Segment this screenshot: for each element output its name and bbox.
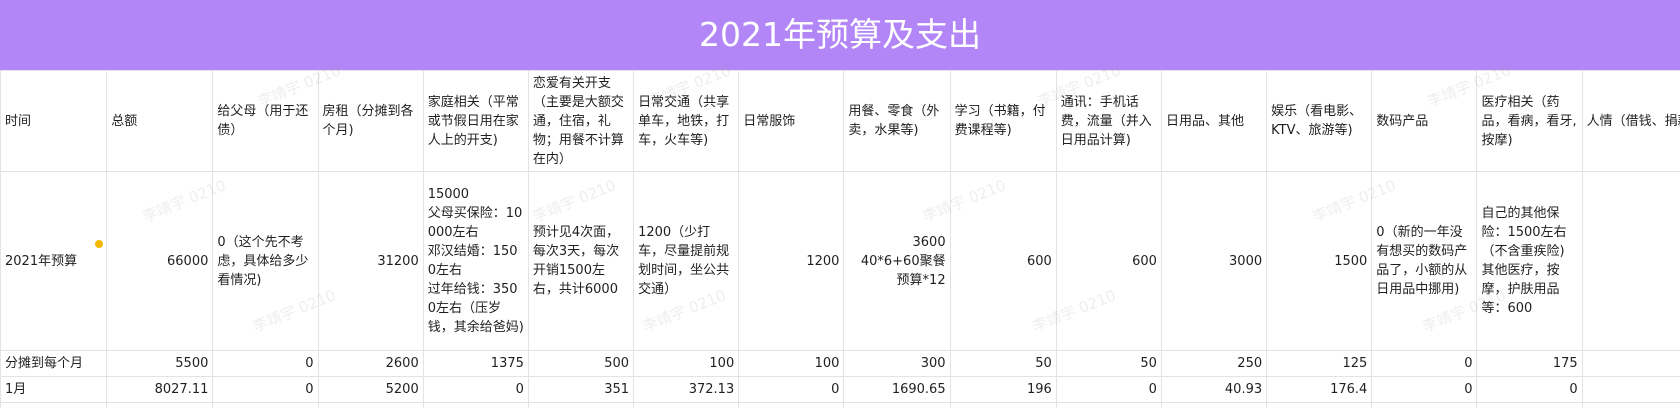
data-cell[interactable]: 1200 (738, 171, 845, 351)
data-cell[interactable] (527, 402, 635, 408)
data-cell[interactable]: 5500 (106, 350, 214, 377)
data-cell[interactable]: 100 (738, 350, 845, 377)
sheet-title: 2021年预算及支出 (0, 0, 1680, 70)
cell-marker-dot (95, 240, 103, 248)
data-cell[interactable]: 0 (1371, 376, 1478, 403)
data-cell[interactable]: 1500 (1266, 171, 1373, 351)
data-cell[interactable]: 0（新的一年没有想买的数码产品了，小额的从日用品中挪用) (1371, 171, 1478, 351)
data-cell[interactable]: 176.4 (1266, 376, 1373, 403)
data-cell[interactable]: 1375 (422, 350, 529, 377)
data-cell[interactable]: 50 (1055, 350, 1162, 377)
data-cell[interactable]: 0 (212, 376, 319, 403)
data-cell[interactable] (212, 402, 319, 408)
data-cell[interactable]: 0 (212, 350, 319, 377)
data-cell[interactable] (738, 402, 845, 408)
header-row: 时间 总额 给父母（用于还债） 房租（分摊到各个月) 家庭相关（平常或节假日用在家人上的… (0, 70, 1680, 172)
header-cell[interactable]: 日常服饰 (738, 70, 845, 172)
table-row (0, 402, 1680, 408)
data-cell[interactable] (1160, 402, 1268, 408)
data-cell[interactable]: 0 (422, 376, 529, 403)
data-cell[interactable]: 600 (949, 171, 1057, 351)
header-cell[interactable]: 用餐、零食（外卖，水果等) (843, 70, 951, 172)
header-cell[interactable]: 给父母（用于还债） (212, 70, 319, 172)
header-cell[interactable]: 人情（借钱、捐款 (1581, 70, 1680, 172)
header-cell[interactable]: 房租（分摊到各个月) (317, 70, 424, 172)
header-cell[interactable]: 家庭相关（平常或节假日用在家人上的开支) (422, 70, 529, 172)
data-cell[interactable]: 0 (1581, 171, 1680, 351)
data-cell[interactable]: 175 (1476, 350, 1583, 377)
row-label-cell[interactable]: 2021年预算 (0, 171, 108, 351)
header-cell[interactable]: 数码产品 (1371, 70, 1478, 172)
data-cell[interactable]: 125 (1266, 350, 1373, 377)
data-cell[interactable] (949, 402, 1057, 408)
data-cell[interactable]: 500 (527, 350, 635, 377)
budget-spreadsheet: 时间 总额 给父母（用于还债） 房租（分摊到各个月) 家庭相关（平常或节假日用在家人上的… (0, 70, 1680, 408)
table-row: 分摊到每个月 5500 0 2600 1375 500 100 100 300 50 50 250 12… (0, 350, 1680, 377)
data-cell[interactable] (1055, 402, 1162, 408)
data-cell[interactable] (422, 402, 529, 408)
data-cell[interactable]: 250 (1160, 350, 1268, 377)
header-cell[interactable]: 通讯：手机话费，流量（并入日用品计算) (1055, 70, 1162, 172)
row-label-cell[interactable]: 1月 (0, 376, 108, 403)
data-cell[interactable]: 0 (1581, 350, 1680, 377)
data-cell[interactable]: 0 (1476, 376, 1583, 403)
data-cell[interactable]: 600 (1055, 171, 1162, 351)
data-cell[interactable]: 1690.65 (843, 376, 951, 403)
data-cell[interactable] (0, 402, 108, 408)
header-cell[interactable]: 恋爱有关开支（主要是大额交通，住宿，礼物；用餐不计算在内） (527, 70, 635, 172)
data-cell[interactable]: 预计见4次面，每次3天，每次开销1500左右，共计6000 (527, 171, 635, 351)
data-cell[interactable]: 3600 40*6+60聚餐预算*12 (843, 171, 951, 351)
data-cell[interactable] (843, 402, 951, 408)
header-cell[interactable]: 医疗相关（药品，看病，看牙,按摩) (1476, 70, 1583, 172)
data-cell[interactable] (1581, 402, 1680, 408)
data-cell[interactable]: 196 (949, 376, 1057, 403)
data-cell[interactable]: 0 (1371, 350, 1478, 377)
header-cell[interactable]: 日常交通（共享单车，地铁，打车，火车等) (633, 70, 740, 172)
data-cell[interactable]: 0 (738, 376, 845, 403)
data-cell[interactable] (1371, 402, 1478, 408)
data-cell[interactable]: 40.93 (1160, 376, 1268, 403)
header-cell[interactable]: 日用品、其他 (1160, 70, 1268, 172)
header-cell[interactable]: 娱乐（看电影、KTV、旅游等) (1266, 70, 1373, 172)
data-cell[interactable] (1266, 402, 1373, 408)
header-cell[interactable]: 总额 (106, 70, 214, 172)
budget-table: 时间 总额 给父母（用于还债） 房租（分摊到各个月) 家庭相关（平常或节假日用在家人上的… (0, 70, 1680, 408)
data-cell[interactable]: 2600 (317, 350, 424, 377)
data-cell[interactable]: 0（这个先不考虑，具体给多少看情况) (212, 171, 319, 351)
data-cell[interactable]: 自己的其他保险：1500左右（不含重疾险) 其他医疗，按摩，护肤用品等：600 (1476, 171, 1583, 351)
data-cell[interactable]: 372.13 (633, 376, 740, 403)
data-cell[interactable]: 5200 (317, 376, 424, 403)
data-cell[interactable] (1476, 402, 1583, 408)
data-cell[interactable] (106, 402, 214, 408)
data-cell[interactable]: 100 (633, 350, 740, 377)
data-cell[interactable] (317, 402, 424, 408)
header-cell[interactable]: 时间 (0, 70, 108, 172)
row-label-cell[interactable]: 分摊到每个月 (0, 350, 108, 377)
data-cell[interactable]: 1200（少打车，尽量提前规划时间，坐公共交通） (633, 171, 740, 351)
data-cell[interactable]: 15000 父母买保险：10000左右 邓汉结婚：1500左右 过年给钱：350… (422, 171, 529, 351)
header-cell[interactable]: 学习（书籍，付费课程等) (949, 70, 1057, 172)
data-cell[interactable]: 3000 (1160, 171, 1268, 351)
data-cell[interactable]: 0 (1055, 376, 1162, 403)
data-cell[interactable]: 8027.11 (106, 376, 214, 403)
data-cell[interactable]: 351 (527, 376, 635, 403)
data-cell[interactable]: 50 (949, 350, 1057, 377)
data-cell[interactable]: 0 (1581, 376, 1680, 403)
data-cell[interactable]: 31200 (317, 171, 424, 351)
data-cell[interactable] (633, 402, 740, 408)
table-row: 2021年预算 66000 0（这个先不考虑，具体给多少看情况) 31200 15000… (0, 171, 1680, 351)
table-row: 1月 8027.11 0 5200 0 351 372.13 0 1690.65 196 0 40.9… (0, 376, 1680, 403)
data-cell[interactable]: 300 (843, 350, 951, 377)
data-cell[interactable]: 66000 (106, 171, 214, 351)
